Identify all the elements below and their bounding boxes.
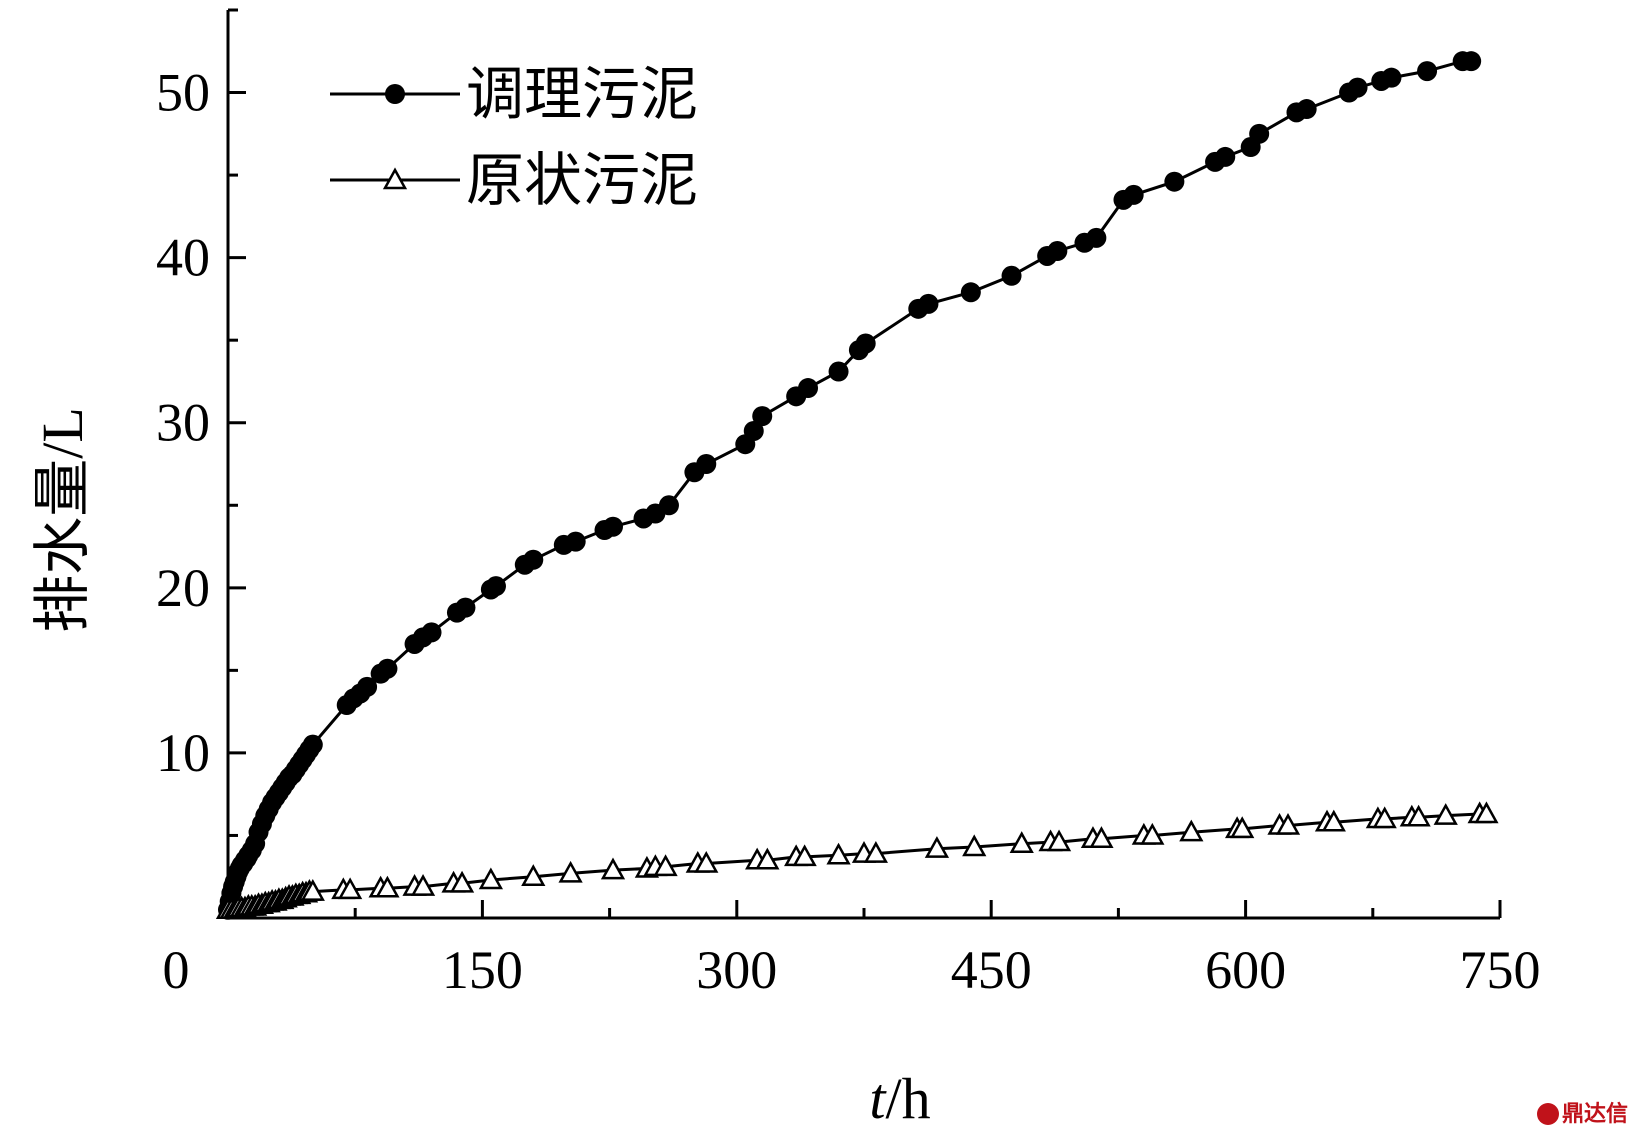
data-point-triangle (1230, 816, 1255, 839)
data-point-circle (798, 378, 819, 399)
data-point-triangle (1433, 803, 1458, 825)
data-point-triangle (653, 854, 678, 877)
data-point-circle (658, 495, 679, 516)
data-point-triangle (600, 857, 626, 880)
x-tick-label: 450 (951, 940, 1032, 1000)
y-tick-label: 50 (156, 63, 210, 123)
legend-item-2: 原状污泥 (330, 146, 698, 214)
data-point-circle (565, 531, 586, 552)
data-point-circle (421, 622, 442, 643)
data-point-circle (918, 293, 939, 314)
data-point-triangle (826, 842, 851, 865)
series-1 (218, 51, 1482, 920)
data-point-circle (455, 597, 476, 618)
x-axis-title: t/h (869, 1066, 930, 1131)
data-point-triangle (1474, 801, 1499, 824)
data-point-circle (743, 420, 764, 441)
series-line (226, 59, 1472, 911)
x-tick-label: 0 (163, 940, 190, 1000)
data-point-triangle (449, 870, 475, 893)
legend-marker-circle (385, 84, 405, 104)
x-axis-title-italic: t (869, 1066, 887, 1131)
data-point-triangle (1406, 804, 1431, 827)
data-point-circle (960, 282, 981, 303)
data-point-triangle (478, 867, 504, 890)
series-2 (215, 801, 1499, 919)
data-point-circle (485, 576, 506, 597)
legend-label: 原状污泥 (466, 146, 698, 214)
data-point-triangle (375, 875, 400, 898)
data-point-circle (1047, 241, 1068, 262)
watermark-text: 鼎达信 (1561, 1102, 1628, 1127)
data-point-circle (602, 516, 623, 537)
series-group (215, 51, 1499, 920)
y-tick-label: 40 (156, 228, 210, 288)
data-point-triangle (1275, 812, 1301, 835)
y-tick-label: 20 (156, 558, 210, 618)
data-point-circle (1249, 123, 1270, 144)
data-point-circle (1296, 99, 1317, 120)
data-point-circle (752, 406, 773, 427)
data-point-triangle (337, 877, 363, 900)
data-point-circle (1347, 77, 1368, 98)
x-tick-label: 300 (696, 940, 777, 1000)
data-point-circle (696, 454, 717, 474)
data-point-circle (1001, 265, 1022, 286)
data-point-circle (1417, 61, 1438, 82)
data-point-triangle (300, 879, 325, 901)
data-point-triangle (1009, 831, 1034, 853)
y-tick-label: 10 (156, 723, 210, 783)
data-point-triangle (1089, 826, 1114, 849)
data-point-circle (523, 549, 544, 570)
data-point-triangle (694, 850, 719, 873)
data-point-circle (357, 676, 378, 697)
data-point-triangle (1046, 829, 1072, 852)
data-point-circle (1123, 184, 1144, 205)
x-tick-label: 750 (1460, 940, 1541, 1000)
data-point-circle (1086, 227, 1107, 248)
data-point-circle (1215, 146, 1236, 167)
data-point-triangle (962, 834, 987, 857)
legend-item-1: 调理污泥 (330, 60, 698, 128)
data-point-triangle (558, 860, 583, 883)
x-axis-title-unit: /h (886, 1066, 931, 1131)
data-point-triangle (410, 874, 436, 896)
data-point-circle (1461, 51, 1482, 72)
data-point-triangle (1321, 809, 1346, 832)
data-point-circle (1164, 171, 1185, 192)
data-point-triangle (755, 847, 780, 870)
watermark: 鼎达信 (1536, 1096, 1628, 1128)
data-point-triangle (521, 864, 546, 886)
axes (226, 8, 1502, 920)
x-tick-label: 600 (1205, 940, 1286, 1000)
data-point-circle (855, 333, 876, 354)
x-tick-label: 150 (442, 940, 523, 1000)
data-point-circle (377, 658, 398, 679)
data-point-triangle (792, 844, 817, 867)
data-point-triangle (863, 841, 888, 863)
y-tick-label: 30 (156, 393, 210, 453)
legend-label: 调理污泥 (466, 60, 698, 128)
data-point-triangle (1140, 822, 1165, 845)
data-point-circle (302, 734, 323, 755)
tick-labels: 0 150 300 450 600 750 10 20 30 40 50 (156, 63, 1541, 1000)
data-point-triangle (1179, 819, 1204, 842)
data-point-triangle (924, 836, 950, 858)
data-point-circle (1381, 67, 1402, 88)
y-axis-title: 排水量/L (30, 407, 95, 633)
watermark-logo-icon (1536, 1103, 1559, 1125)
legend-marker-triangle (382, 167, 408, 190)
data-point-triangle (1372, 806, 1397, 829)
data-point-circle (828, 361, 849, 382)
